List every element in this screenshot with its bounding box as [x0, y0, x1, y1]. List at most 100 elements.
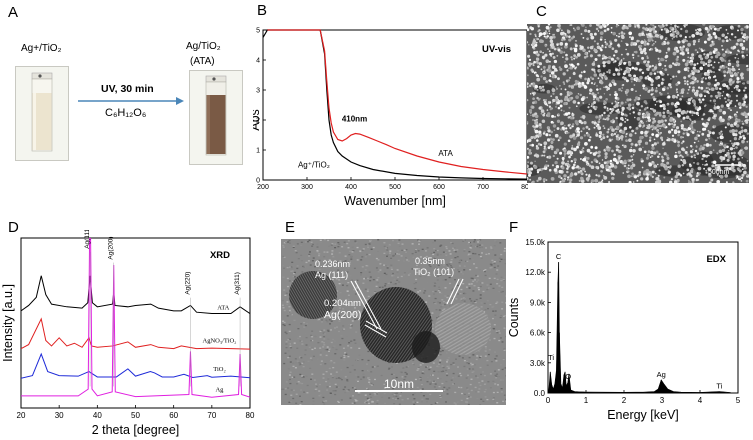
tem-noise [305, 344, 308, 346]
sem-particle [533, 128, 536, 131]
sem-particle [686, 153, 689, 156]
tem-noise [347, 324, 350, 327]
sem-particle [651, 143, 655, 147]
tem-noise [354, 307, 356, 309]
sem-particle [717, 93, 721, 98]
sem-particle [584, 64, 587, 67]
sem-particle [549, 39, 554, 44]
sem-particle [614, 38, 618, 42]
sem-particle [634, 175, 637, 179]
sem-particle [541, 88, 545, 92]
sem-particle [624, 69, 628, 73]
tem-noise [296, 267, 299, 270]
tem-noise [448, 263, 451, 265]
sem-particle [623, 32, 626, 35]
tem-noise [456, 249, 459, 251]
tem-noise [405, 373, 408, 375]
tem-noise [439, 396, 442, 398]
sem-particle [629, 166, 634, 170]
sem-particle [628, 133, 633, 137]
tem-noise [333, 374, 336, 377]
sem-particle [657, 179, 662, 183]
sem-particle [608, 168, 613, 173]
sem-particle [666, 86, 670, 90]
sem-particle [641, 56, 645, 60]
sem-particle [580, 176, 584, 181]
sem-particle [548, 50, 551, 53]
sem-particle [593, 40, 596, 43]
tem-noise [398, 239, 401, 241]
tem-noise [288, 401, 291, 403]
sem-particle [698, 147, 703, 151]
sem-particle [615, 34, 618, 37]
tem-noise [334, 383, 337, 385]
sem-particle [701, 77, 704, 81]
tem-noise [438, 309, 441, 311]
sem-particle [633, 74, 637, 78]
tem-noise [445, 401, 447, 403]
sem-particle [717, 165, 721, 170]
tem-noise [478, 246, 481, 249]
uv-y-tick-label: 4 [256, 58, 260, 65]
sem-particle [703, 49, 706, 52]
tem-noise [444, 295, 447, 297]
edx-y-tick-label: 6.0k [530, 329, 546, 338]
tem-noise [402, 376, 405, 378]
sem-particle [538, 106, 542, 110]
sem-particle [642, 84, 646, 88]
tem-noise [283, 327, 286, 329]
tem-noise [403, 274, 406, 276]
sem-particle [691, 33, 696, 38]
tem-noise [283, 242, 286, 244]
tem-noise [344, 269, 347, 271]
tem-noise [401, 400, 404, 403]
sem-particle [739, 133, 742, 135]
sem-particle [657, 163, 659, 166]
sem-particle [702, 123, 705, 126]
sem-particle [609, 44, 611, 47]
sem-particle [693, 161, 695, 164]
tem-noise [336, 326, 338, 328]
tem-noise [349, 275, 352, 277]
tem-noise [469, 383, 472, 386]
panel-b-letter: B [257, 2, 268, 19]
tem-noise [366, 265, 369, 267]
tem-noise [347, 261, 350, 263]
tem-noise [357, 394, 360, 396]
sem-particle [727, 69, 732, 74]
tem-noise [500, 291, 503, 293]
sem-particle [677, 133, 680, 137]
tem-noise [343, 275, 346, 278]
sem-particle [563, 97, 568, 102]
sem-particle [712, 112, 715, 115]
sem-particle [649, 156, 652, 159]
sem-particle [694, 136, 698, 141]
sem-particle [649, 136, 652, 139]
tem-noise [470, 277, 473, 279]
sem-particle [648, 65, 652, 68]
sem-particle [741, 54, 744, 57]
sem-particle [675, 49, 680, 53]
tem-noise [355, 400, 358, 402]
tem-noise [386, 249, 389, 251]
sem-particle [723, 97, 727, 100]
uv-y-tick-label: 3 [256, 88, 260, 95]
sem-particle [682, 132, 685, 135]
sem-particle [599, 38, 603, 41]
sem-particle [534, 160, 536, 162]
sem-particle [673, 129, 678, 133]
tem-noise [343, 328, 346, 330]
sem-particle [628, 167, 630, 170]
tem-noise [468, 287, 471, 289]
tem-noise [476, 246, 479, 248]
sem-particle [585, 26, 587, 29]
sem-particle [728, 59, 731, 62]
tem-noise [375, 257, 378, 260]
sem-particle [630, 77, 634, 81]
sem-particle [655, 48, 659, 52]
sem-particle [615, 68, 618, 71]
sem-particle [640, 158, 643, 161]
sem-particle [693, 68, 698, 73]
tem-noise [385, 273, 388, 276]
sem-particle [730, 165, 735, 170]
